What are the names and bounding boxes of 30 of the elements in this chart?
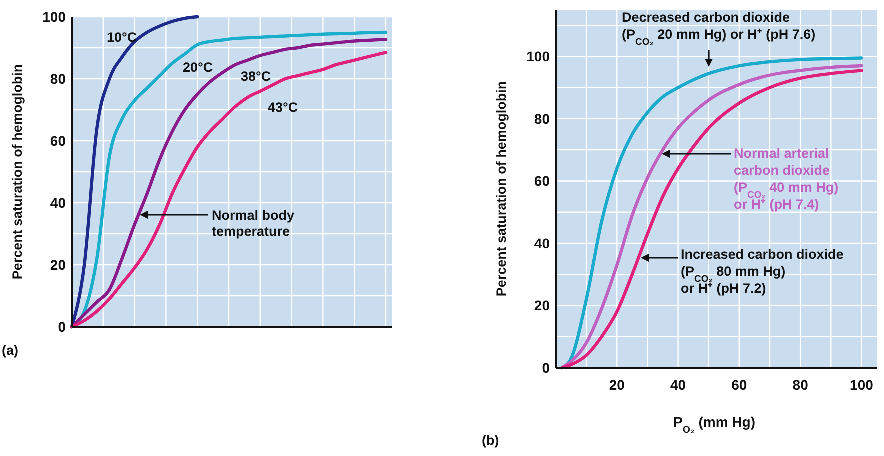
annotation: Normal body temperature xyxy=(212,208,295,239)
y-tick-label: 80 xyxy=(534,110,550,127)
y-tick-label: 60 xyxy=(50,132,66,149)
x-tick-label: 100 xyxy=(850,377,874,393)
series-label: 38°C xyxy=(241,69,272,84)
text: (b) xyxy=(482,433,500,448)
y-tick-label: 20 xyxy=(50,256,66,273)
y-tick-label: 80 xyxy=(50,70,66,87)
x-axis-title: P$_{O₂}$ (mm Hg) xyxy=(674,414,756,436)
x-tick-label: 60 xyxy=(732,377,748,393)
text: Normal arterial carbon dioxide (P$_{CO₂}$ 40 mm Hg) or H⁺ (pH 7.4) xyxy=(734,146,839,212)
x-tick-label: 80 xyxy=(792,377,809,393)
x-tick-label: 40 xyxy=(670,377,686,393)
y-tick-label: 20 xyxy=(534,298,550,314)
y-tick-label: 100 xyxy=(42,8,66,25)
y-tick-label: 40 xyxy=(50,194,66,211)
series-label: 20°C xyxy=(183,60,214,75)
y-axis-title: Percent saturation of hemoglobin xyxy=(494,81,509,297)
y-tick-label: 0 xyxy=(58,318,66,335)
y-tick-label: 40 xyxy=(534,235,550,252)
series-label: Decreased carbon dioxide (P$_{CO₂}$ 20 mm Hg) or H⁺ (pH 7.6) xyxy=(622,10,816,48)
text: (a) xyxy=(2,343,18,358)
series-label: 10°C xyxy=(107,30,138,45)
y-tick-label: 100 xyxy=(526,48,550,65)
y-tick-label: 60 xyxy=(534,173,550,190)
y-axis-title: Percent saturation of hemoglobin xyxy=(10,64,25,280)
text: Increased carbon dioxide (P$_{CO₂}$ 80 mm Hg) or H⁺ (pH 7.2) xyxy=(681,247,844,296)
series-label: 43°C xyxy=(268,100,298,115)
y-tick-label: 0 xyxy=(542,360,550,376)
x-tick-label: 20 xyxy=(609,377,626,393)
